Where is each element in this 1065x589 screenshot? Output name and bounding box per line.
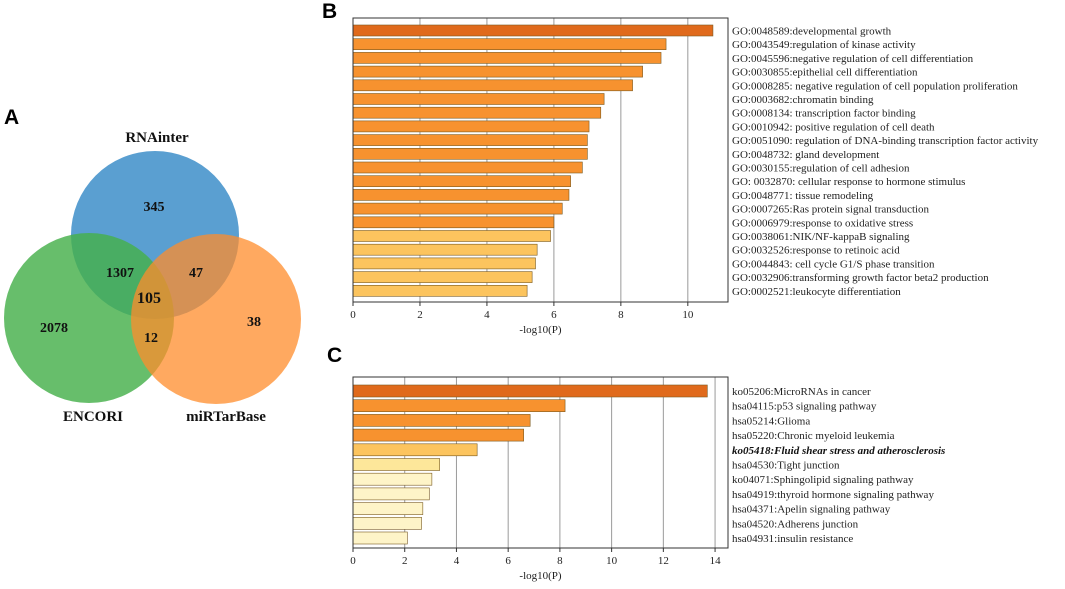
bar [352,458,440,471]
bar [352,120,590,133]
category-label: GO:0032906:transforming growth factor be… [732,272,989,284]
x-tick-label: 14 [710,555,722,567]
x-tick-label: 8 [557,555,563,567]
bar [352,79,633,92]
category-label: hsa04371:Apelin signaling pathway [732,504,891,516]
category-label: GO:0048732: gland development [732,149,879,161]
category-label: GO:0006979:response to oxidative stress [732,217,913,229]
x-tick-label: 4 [484,309,490,321]
category-label: hsa04530:Tight junction [732,460,840,472]
bar [352,106,602,119]
bar [352,531,408,545]
kegg-enrichment-chart: 0 2 4 6 8 10 12 14 -log10(P) ko05206:MicroRNAs in… [350,376,945,582]
category-label: GO:0032526:response to retinoic acid [732,245,900,257]
category-label: GO:0044843: cell cycle G1/S phase transi… [732,258,935,270]
x-tick-label: 0 [350,309,356,321]
bar [352,175,571,187]
go-enrichment-chart: 0 2 4 6 8 10 -log10(P) GO:0048589:developmental… [350,17,1039,336]
x-tick-label: 4 [454,555,460,567]
bar [352,414,531,427]
x-tick-label: 2 [417,309,423,321]
venn-circle-mirtarbase [131,234,301,404]
category-label: hsa05214:Glioma [732,415,810,427]
panel-label-c: C [327,344,342,367]
bar [352,202,563,215]
bar [352,65,643,78]
panel-label-a: A [4,106,19,129]
panel-label-b: B [322,0,337,23]
category-label: hsa04931:insulin resistance [732,533,853,545]
x-tick-label: 12 [658,555,669,567]
venn-label-encori: ENCORI [63,409,123,425]
x-axis-title: -log10(P) [519,324,562,336]
category-label: GO:0008134: transcription factor binding [732,108,916,120]
bar [352,487,430,501]
category-label: ko05206:MicroRNAs in cancer [732,386,871,398]
bar [352,257,536,270]
bar [352,148,588,160]
bar [352,516,422,530]
x-tick-label: 8 [618,309,624,321]
x-tick-label: 0 [350,555,356,567]
bar [352,161,583,174]
x-axis-title: -log10(P) [519,570,562,582]
plot-frame [352,17,729,303]
x-tick-label: 10 [682,309,694,321]
bar [352,284,528,297]
venn-label-rnainter: RNAinter [125,130,189,146]
category-label: GO:0030855:epithelial cell differentiati… [732,67,918,79]
bar [352,230,551,242]
x-tick-label: 2 [402,555,408,567]
category-label: hsa04520:Adherens junction [732,518,859,530]
bar [352,93,605,105]
category-label: GO:0051090: regulation of DNA-binding tr… [732,135,1039,147]
category-label: ko04071:Sphingolipid signaling pathway [732,474,914,486]
bar [352,243,538,256]
bar [352,502,424,515]
bar [352,24,714,37]
category-label: GO:0048589:developmental growth [732,26,892,38]
venn-count-encori-mirtarbase: 12 [144,331,158,346]
venn-circle-encori [4,233,174,403]
venn-count-rnainter-mirtarbase: 47 [189,266,203,281]
bar [352,472,433,486]
category-label: GO:0030155:regulation of cell adhesion [732,163,910,175]
category-label: GO:0048771: tissue remodeling [732,190,874,202]
venn-count-all-three: 105 [137,290,161,307]
venn-diagram: RNAinter ENCORI miRTarBase 345 2078 38 1… [4,130,301,425]
plot-frame [352,376,729,549]
category-label: GO:0038061:NIK/NF-kappaB signaling [732,231,910,243]
category-label: GO:0007265:Ras protein signal transducti… [732,204,930,216]
category-label: GO:0010942: positive regulation of cell … [732,121,935,133]
bar [352,384,708,398]
category-label: hsa04919:thyroid hormone signaling pathw… [732,489,934,501]
bar [352,271,533,283]
bar [352,38,667,51]
bar [352,399,566,413]
x-tick-label: 6 [551,309,557,321]
category-label: GO:0003682:chromatin binding [732,94,874,106]
x-tick-label: 10 [606,555,618,567]
category-label: GO:0002521:leukocyte differentiation [732,286,901,298]
bar [352,189,570,201]
venn-count-rnainter-encori: 1307 [106,266,134,281]
x-tick-label: 6 [505,555,511,567]
category-label: GO:0043549:regulation of kinase activity [732,39,916,51]
bar [352,428,524,442]
category-label: GO: 0032870: cellular response to hormon… [732,176,965,188]
category-label: hsa04115:p53 signaling pathway [732,401,877,413]
venn-label-mirtarbase: miRTarBase [186,409,266,425]
category-label: hsa05220:Chronic myeloid leukemia [732,430,895,442]
category-label: GO:0008285: negative regulation of cell … [732,80,1018,92]
venn-count-rnainter-only: 345 [144,200,165,215]
category-label: ko05418:Fluid shear stress and atheroscl… [732,445,945,457]
bar [352,443,478,457]
venn-count-mirtarbase-only: 38 [247,315,261,330]
bar [352,52,662,64]
venn-count-encori-only: 2078 [40,321,68,336]
bar [352,134,588,146]
category-label: GO:0045596:negative regulation of cell d… [732,53,974,65]
bar [352,216,555,229]
